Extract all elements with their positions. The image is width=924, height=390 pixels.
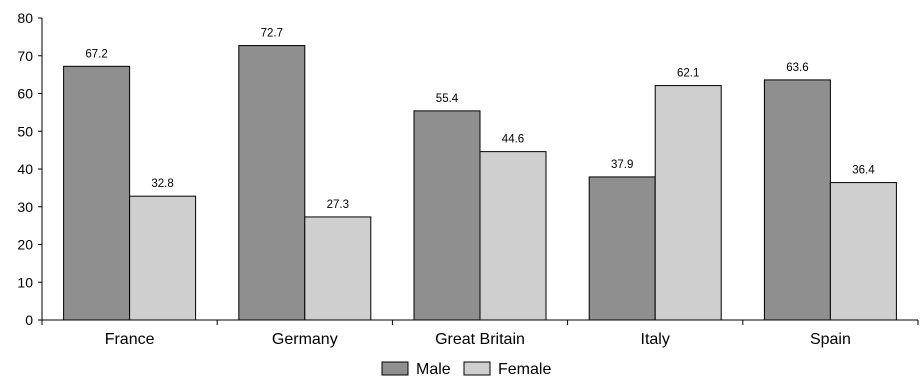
bar-male-germany xyxy=(238,45,306,321)
y-tick-label-30: 30 xyxy=(17,199,33,215)
data-label-male-france: 67.2 xyxy=(85,48,107,60)
bar-male-great-britain xyxy=(413,110,481,321)
bars: 67.2 32.8 72.7 27.3 55.4 44.6 37.9 62.1 63.6 36.4 xyxy=(63,28,897,321)
y-axis: 0 10 20 30 40 50 60 70 80 xyxy=(17,10,43,328)
bar-female-great-britain xyxy=(479,151,547,321)
bar-female-italy xyxy=(654,85,722,321)
data-label-male-germany: 72.7 xyxy=(261,28,283,40)
legend: Male Female xyxy=(381,361,551,378)
bar-male-italy xyxy=(588,176,656,321)
y-tick-label-20: 20 xyxy=(17,237,33,253)
y-tick-label-40: 40 xyxy=(17,161,33,177)
y-tick-label-50: 50 xyxy=(17,123,33,139)
data-label-female-italy: 62.1 xyxy=(677,68,699,80)
x-tick-label-spain: Spain xyxy=(810,331,851,348)
x-tick-label-germany: Germany xyxy=(272,331,338,348)
y-tick-label-60: 60 xyxy=(17,86,33,102)
y-tick-label-10: 10 xyxy=(17,274,33,290)
x-axis: France Germany Great Britain Italy Spain xyxy=(41,319,919,348)
y-tick-label-0: 0 xyxy=(25,312,33,328)
data-label-female-france: 32.8 xyxy=(151,178,173,190)
data-label-female-spain: 36.4 xyxy=(852,165,875,177)
data-label-female-germany: 27.3 xyxy=(327,199,349,211)
data-label-male-great-britain: 55.4 xyxy=(436,93,459,105)
y-tick-label-70: 70 xyxy=(17,48,33,64)
bar-male-france xyxy=(63,65,131,321)
data-label-female-great-britain: 44.6 xyxy=(502,134,524,146)
y-tick-label-80: 80 xyxy=(17,10,33,26)
legend-swatch-female xyxy=(463,361,491,376)
legend-swatch-male xyxy=(381,361,409,376)
bar-female-france xyxy=(129,195,197,321)
x-tick-label-france: France xyxy=(105,331,155,348)
legend-label-male: Male xyxy=(416,361,451,378)
x-tick-label-great-britain: Great Britain xyxy=(435,331,525,348)
bar-female-spain xyxy=(829,182,897,321)
bar-female-germany xyxy=(304,216,372,321)
data-label-male-spain: 63.6 xyxy=(786,62,808,74)
x-tick-label-italy: Italy xyxy=(641,331,670,348)
data-label-male-italy: 37.9 xyxy=(611,159,633,171)
legend-label-female: Female xyxy=(498,361,551,378)
bar-male-spain xyxy=(763,79,831,321)
